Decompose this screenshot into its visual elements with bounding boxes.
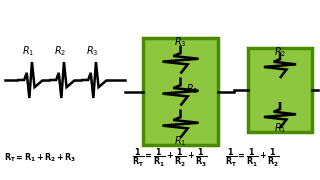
Text: $R_2$: $R_2$ [187, 83, 199, 96]
FancyBboxPatch shape [248, 48, 312, 132]
Text: $R_3$: $R_3$ [174, 35, 187, 49]
Text: $\mathbf{\dfrac{1}{R_T} = \dfrac{1}{R_1} + \dfrac{1}{R_2}}$: $\mathbf{\dfrac{1}{R_T} = \dfrac{1}{R_1}… [225, 147, 280, 169]
Text: $R_1$: $R_1$ [22, 44, 34, 58]
Text: $R_3$: $R_3$ [86, 44, 98, 58]
Text: $R_2$: $R_2$ [274, 45, 286, 59]
Text: $R_1$: $R_1$ [274, 121, 286, 135]
Text: $\mathbf{\dfrac{1}{R_T} = \dfrac{1}{R_1} + \dfrac{1}{R_2} + \dfrac{1}{R_3}}$: $\mathbf{\dfrac{1}{R_T} = \dfrac{1}{R_1}… [132, 147, 208, 169]
Text: $\mathbf{R_T = R_1 + R_2 + R_3}$: $\mathbf{R_T = R_1 + R_2 + R_3}$ [4, 152, 76, 164]
FancyBboxPatch shape [143, 38, 218, 145]
Text: $R_2$: $R_2$ [54, 44, 66, 58]
Text: $R_1$: $R_1$ [174, 134, 187, 148]
